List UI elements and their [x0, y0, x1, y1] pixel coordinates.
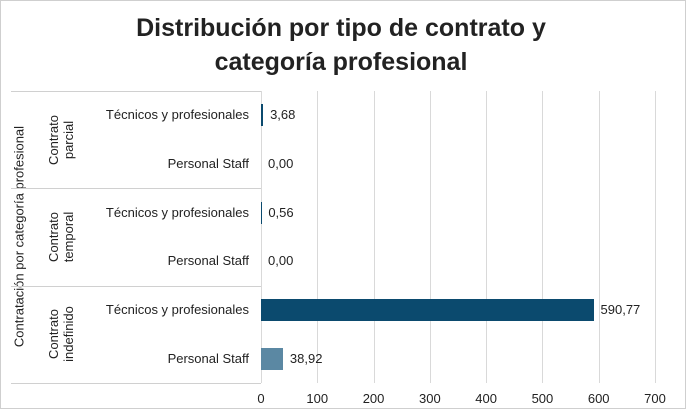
grid-line — [655, 91, 656, 383]
x-tick-label: 100 — [306, 391, 329, 406]
x-tick-label: 700 — [644, 391, 666, 406]
group-separator — [11, 188, 261, 190]
value-label: 0,00 — [268, 156, 294, 171]
value-label: 38,92 — [289, 350, 323, 366]
category-label: Personal Staff — [167, 156, 249, 171]
grid-line — [598, 91, 600, 383]
bar — [261, 299, 594, 321]
category-label: Técnicos y profesionales — [105, 204, 249, 220]
grid-line — [429, 91, 431, 383]
x-tick-label: 400 — [475, 391, 497, 406]
category-label: Personal Staff — [167, 350, 249, 366]
group-label: Contrato indefinido — [46, 306, 76, 363]
group-label: Contrato temporal — [46, 211, 76, 263]
category-label: Técnicos y profesionales — [105, 107, 249, 123]
value-label: 0,00 — [268, 253, 294, 269]
grid-line — [486, 91, 488, 383]
x-tick-label: 500 — [531, 391, 554, 406]
bar — [261, 104, 264, 127]
x-tick-label: 600 — [587, 391, 610, 406]
value-label: 3,68 — [270, 107, 296, 123]
category-label: Técnicos y profesionales — [105, 302, 249, 317]
value-label: 0,56 — [268, 204, 294, 220]
category-label: Personal Staff — [167, 253, 249, 269]
bar — [261, 347, 283, 370]
group-separator — [11, 91, 261, 92]
group-separator — [11, 285, 261, 287]
grid-line — [542, 91, 544, 383]
y-axis-title: Contratación por categoría profesional — [11, 125, 27, 348]
group-separator — [11, 383, 261, 384]
grid-line — [373, 91, 375, 383]
group-label: Contrato parcial — [46, 114, 76, 165]
chart-title: Distribución por tipo de contrato y cate… — [136, 14, 546, 76]
x-tick-label: 0 — [257, 391, 265, 406]
grid-line — [317, 91, 319, 383]
value-label: 590,77 — [600, 302, 641, 317]
x-tick-label: 300 — [418, 391, 441, 406]
x-tick-label: 200 — [362, 391, 385, 406]
grid-line — [261, 91, 262, 383]
